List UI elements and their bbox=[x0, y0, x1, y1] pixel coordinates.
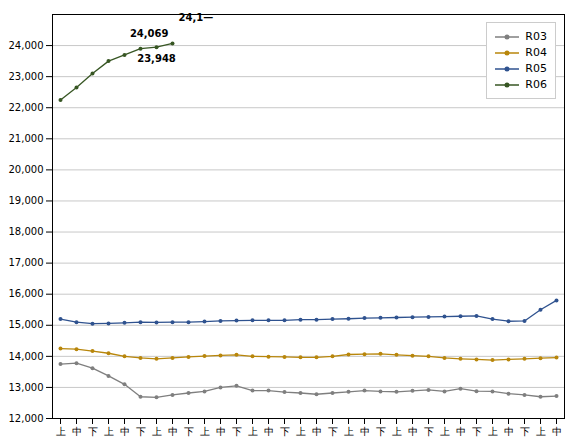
svg-text:下: 下 bbox=[280, 426, 290, 437]
svg-text:中: 中 bbox=[456, 426, 466, 437]
html-text:R06: R06 bbox=[525, 78, 547, 91]
svg-text:中: 中 bbox=[312, 426, 322, 437]
svg-text:上: 上 bbox=[200, 426, 210, 437]
svg-text:23,948: 23,948 bbox=[137, 53, 176, 64]
svg-text:17,000: 17,000 bbox=[9, 257, 44, 268]
svg-text:中: 中 bbox=[552, 426, 562, 437]
svg-text:下: 下 bbox=[88, 426, 98, 437]
svg-text:中: 中 bbox=[72, 426, 82, 437]
svg-text:13,000: 13,000 bbox=[9, 382, 44, 393]
svg-text:上: 上 bbox=[152, 426, 162, 437]
svg-text:中: 中 bbox=[168, 426, 178, 437]
svg-text:上: 上 bbox=[56, 426, 66, 437]
svg-text:下: 下 bbox=[520, 426, 530, 437]
html-text:R05: R05 bbox=[525, 62, 547, 75]
svg-text:24,1—: 24,1— bbox=[179, 12, 214, 23]
svg-text:24,000: 24,000 bbox=[9, 40, 44, 51]
svg-text:16,000: 16,000 bbox=[9, 288, 44, 299]
svg-text:中: 中 bbox=[408, 426, 418, 437]
svg-text:上: 上 bbox=[296, 426, 306, 437]
svg-text:下: 下 bbox=[184, 426, 194, 437]
html-text:R04: R04 bbox=[525, 46, 547, 59]
svg-text:中: 中 bbox=[216, 426, 226, 437]
svg-text:中: 中 bbox=[504, 426, 514, 437]
svg-text:上: 上 bbox=[104, 426, 114, 437]
svg-text:21,000: 21,000 bbox=[9, 133, 44, 144]
svg-text:上: 上 bbox=[536, 426, 546, 437]
html-text:R03: R03 bbox=[525, 30, 547, 43]
svg-text:下: 下 bbox=[424, 426, 434, 437]
svg-text:上: 上 bbox=[440, 426, 450, 437]
svg-text:中: 中 bbox=[264, 426, 274, 437]
svg-text:下: 下 bbox=[136, 426, 146, 437]
svg-text:24,069: 24,069 bbox=[130, 28, 169, 39]
svg-text:19,000: 19,000 bbox=[9, 195, 44, 206]
svg-text:15,000: 15,000 bbox=[9, 319, 44, 330]
svg-text:下: 下 bbox=[376, 426, 386, 437]
svg-text:上: 上 bbox=[392, 426, 402, 437]
svg-text:12,000: 12,000 bbox=[9, 413, 44, 424]
svg-text:上: 上 bbox=[344, 426, 354, 437]
svg-text:上: 上 bbox=[488, 426, 498, 437]
svg-text:18,000: 18,000 bbox=[9, 226, 44, 237]
svg-text:下: 下 bbox=[472, 426, 482, 437]
svg-text:20,000: 20,000 bbox=[9, 164, 44, 175]
svg-text:中: 中 bbox=[360, 426, 370, 437]
svg-text:中: 中 bbox=[120, 426, 130, 437]
svg-text:下: 下 bbox=[232, 426, 242, 437]
svg-text:上: 上 bbox=[248, 426, 258, 437]
svg-text:下: 下 bbox=[328, 426, 338, 437]
svg-text:23,000: 23,000 bbox=[9, 71, 44, 82]
svg-text:14,000: 14,000 bbox=[9, 351, 44, 362]
svg-text:22,000: 22,000 bbox=[9, 102, 44, 113]
